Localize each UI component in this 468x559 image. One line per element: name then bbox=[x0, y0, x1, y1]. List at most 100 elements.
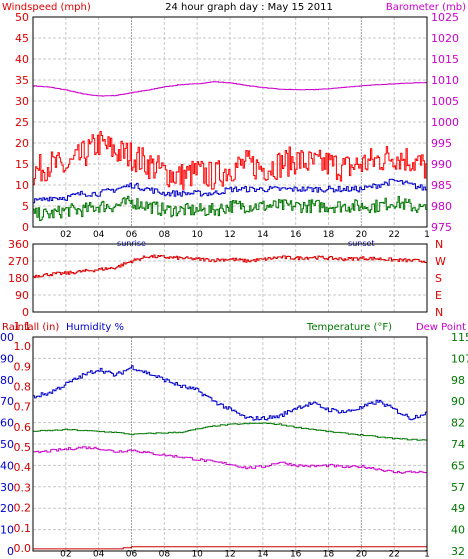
y-tick-label-rainfall: 0.8 bbox=[14, 380, 32, 393]
y-tick-label-humidity: 20 bbox=[0, 502, 14, 515]
dew-point-line bbox=[33, 446, 428, 474]
rainfall-line bbox=[33, 546, 427, 550]
y-tick-label-humidity: 70 bbox=[0, 395, 14, 408]
y-tick-label-barometer: 985 bbox=[431, 179, 452, 192]
y-tick-label-temperature: 40 bbox=[451, 524, 465, 537]
x-tick-label: 20 bbox=[356, 550, 368, 559]
y-tick-label-barometer: 980 bbox=[431, 200, 452, 213]
y-tick-label-rainfall: 0.5 bbox=[14, 441, 32, 454]
panel-frame bbox=[32, 243, 428, 313]
y-tick-label-rainfall: 0.2 bbox=[14, 502, 32, 515]
wind-gust-line bbox=[33, 131, 428, 190]
y-tick-label-rainfall: 0.9 bbox=[14, 360, 32, 373]
x-tick-label: 14 bbox=[257, 550, 269, 559]
y-tick-label-humidity: 10 bbox=[0, 524, 14, 537]
x-tick-label: 10 bbox=[191, 550, 203, 559]
y-tick-label-humidity: 90 bbox=[0, 352, 14, 365]
x-tick-label: 02 bbox=[60, 230, 71, 240]
y-tick-label-temperature: 107 bbox=[451, 352, 468, 365]
y-tick-label-temperature: 49 bbox=[451, 502, 465, 515]
x-tick-label: 12 bbox=[224, 550, 235, 559]
x-tick-label: 22 bbox=[388, 550, 399, 559]
x-tick-label: 18 bbox=[323, 230, 335, 240]
y-tick-label-windspeed: 35 bbox=[15, 74, 29, 87]
x-tick-label: 16 bbox=[290, 550, 302, 559]
y-tick-label-compass: S bbox=[435, 272, 442, 285]
x-tick-label: 02 bbox=[60, 550, 71, 559]
y-tick-label-humidity: 60 bbox=[0, 417, 14, 430]
y-tick-label-compass: N bbox=[435, 238, 443, 251]
y-tick-label-barometer: 975 bbox=[431, 221, 452, 234]
panel-frame bbox=[32, 16, 428, 228]
x-tick-label: 08 bbox=[159, 230, 171, 240]
y-tick-label-humidity: 30 bbox=[0, 481, 14, 494]
x-tick-label: 16 bbox=[290, 230, 302, 240]
y-tick-label-windspeed: 15 bbox=[15, 158, 29, 171]
barometer-axis-title: Barometer (mb) bbox=[386, 2, 466, 13]
x-tick-label: 06 bbox=[126, 550, 138, 559]
windspeed-axis-title: Windspeed (mph) bbox=[2, 2, 91, 13]
y-tick-label-rainfall: 1.1 bbox=[14, 320, 32, 333]
y-tick-label-windspeed: 30 bbox=[15, 95, 29, 108]
y-tick-label-windspeed: 45 bbox=[15, 32, 29, 45]
x-tick-label: 12 bbox=[224, 230, 235, 240]
y-tick-label-humidity: 0 bbox=[7, 545, 14, 558]
y-tick-label-windspeed: 25 bbox=[15, 116, 29, 129]
wind-direction-line bbox=[33, 254, 428, 278]
y-tick-label-rainfall: 0.3 bbox=[14, 481, 32, 494]
y-tick-label-humidity: 40 bbox=[0, 459, 14, 472]
y-tick-label-barometer: 1000 bbox=[431, 116, 459, 129]
y-tick-label-windspeed: 0 bbox=[22, 221, 29, 234]
y-tick-label-degrees: 0 bbox=[22, 306, 29, 319]
temperature-line bbox=[33, 422, 427, 441]
humidity-axis-title: Humidity % bbox=[66, 322, 124, 333]
y-tick-label-windspeed: 10 bbox=[15, 179, 29, 192]
x-tick-label: 10 bbox=[191, 230, 203, 240]
temperature-axis-title: Temperature (°F) bbox=[306, 322, 392, 333]
y-tick-label-temperature: 115 bbox=[451, 331, 468, 344]
x-tick-label: 1 bbox=[424, 550, 430, 559]
x-tick-label: 14 bbox=[257, 230, 269, 240]
y-tick-label-degrees: 270 bbox=[8, 255, 29, 268]
humidity-temperature-panel: 0 10 20 30 40 50 60 70 80 90 100 0.0 0.1 0.2 0.3 0.4 0.5… bbox=[0, 320, 468, 559]
panel-frame bbox=[32, 336, 428, 552]
y-tick-label-rainfall: 0.0 bbox=[14, 542, 32, 555]
chart-title: 24 hour graph day : May 15 2011 bbox=[165, 2, 333, 13]
x-tick-label: 04 bbox=[93, 550, 105, 559]
y-tick-label-rainfall: 0.6 bbox=[14, 421, 32, 434]
x-tick-label: 06 bbox=[126, 230, 138, 240]
x-tick-label: 22 bbox=[388, 230, 399, 240]
y-tick-label-barometer: 1015 bbox=[431, 53, 459, 66]
humidity-line bbox=[33, 365, 428, 421]
y-tick-label-rainfall: 0.4 bbox=[14, 461, 32, 474]
y-tick-label-windspeed: 40 bbox=[15, 53, 29, 66]
y-tick-label-rainfall: 1.0 bbox=[14, 340, 32, 353]
x-tick-label: 08 bbox=[159, 550, 171, 559]
y-tick-label-temperature: 74 bbox=[451, 438, 465, 451]
y-tick-label-barometer: 1020 bbox=[431, 32, 459, 45]
y-tick-label-temperature: 57 bbox=[451, 481, 465, 494]
y-tick-label-humidity: 100 bbox=[0, 331, 14, 344]
y-tick-label-humidity: 50 bbox=[0, 438, 14, 451]
y-tick-label-rainfall: 0.1 bbox=[14, 522, 32, 535]
y-tick-label-temperature: 82 bbox=[451, 417, 465, 430]
y-tick-label-barometer: 995 bbox=[431, 137, 452, 150]
x-tick-label: 18 bbox=[323, 550, 335, 559]
y-tick-label-temperature: 65 bbox=[451, 459, 465, 472]
y-tick-label-barometer: 990 bbox=[431, 158, 452, 171]
y-tick-label-temperature: 32 bbox=[451, 545, 465, 558]
y-tick-label-windspeed: 5 bbox=[22, 200, 29, 213]
wind-barometer-panel: 0510152025303540455097598098599099510001… bbox=[15, 11, 459, 248]
y-tick-label-degrees: 360 bbox=[8, 238, 29, 251]
y-tick-label-windspeed: 50 bbox=[15, 11, 29, 24]
y-tick-label-barometer: 1010 bbox=[431, 74, 459, 87]
rainfall-axis-title: Rainfall (in) bbox=[2, 322, 59, 333]
y-tick-label-compass: N bbox=[435, 306, 443, 319]
barometer-line bbox=[33, 81, 428, 97]
wind-low-line bbox=[33, 195, 428, 222]
y-tick-label-degrees: 90 bbox=[15, 289, 29, 302]
y-tick-label-windspeed: 20 bbox=[15, 137, 29, 150]
y-tick-label-compass: E bbox=[435, 289, 442, 302]
